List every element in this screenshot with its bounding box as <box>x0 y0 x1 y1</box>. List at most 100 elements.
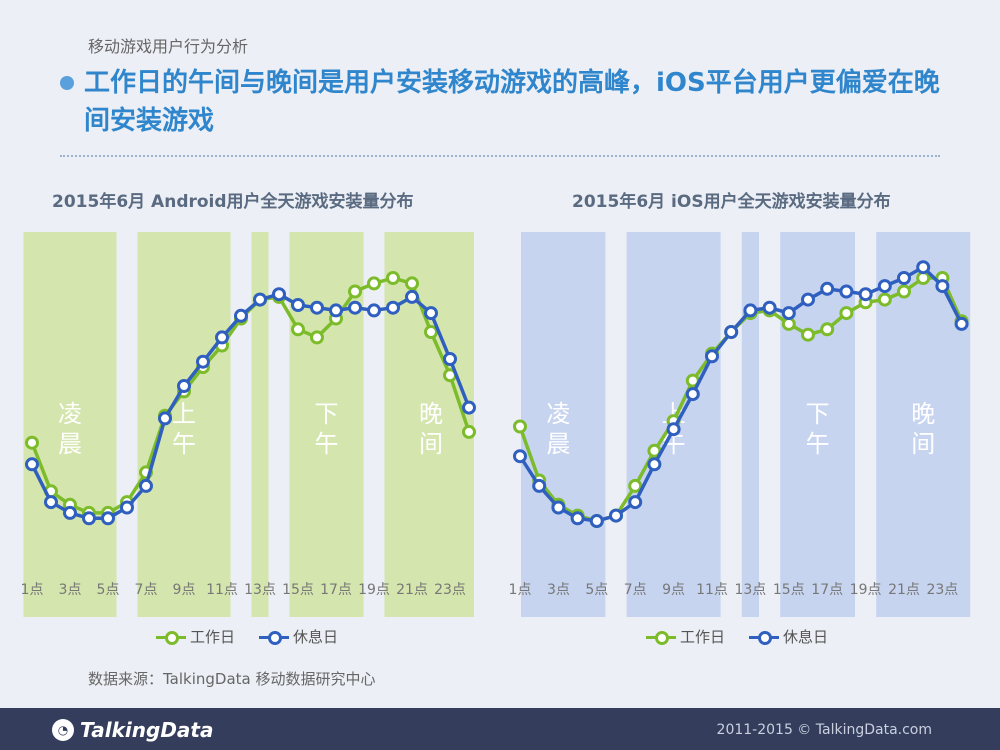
footer-logo-text: TalkingData <box>80 718 214 742</box>
data-point <box>916 260 931 275</box>
legend-rest: 休息日 <box>259 626 338 647</box>
data-point <box>666 422 681 437</box>
x-tick-label: 11点 <box>206 582 238 598</box>
data-point <box>272 287 286 302</box>
data-point <box>820 322 835 337</box>
time-band <box>741 232 759 617</box>
legend-workday-label: 工作日 <box>190 628 236 646</box>
band-label: 间 <box>911 430 935 458</box>
legend-workday-marker <box>156 630 186 645</box>
x-tick-label: 17点 <box>811 582 843 598</box>
data-point <box>839 306 854 321</box>
x-tick-label: 9点 <box>173 582 196 598</box>
data-point <box>685 387 700 402</box>
x-tick-label: 7点 <box>624 582 647 598</box>
x-tick-label: 17点 <box>320 582 352 598</box>
data-point <box>462 400 476 415</box>
data-point <box>858 287 873 302</box>
x-tick-label: 3点 <box>547 582 570 598</box>
data-point <box>348 284 362 299</box>
time-band <box>137 232 231 617</box>
legend-rest: 休息日 <box>749 626 828 647</box>
time-band <box>384 232 474 617</box>
data-point <box>405 289 419 304</box>
band-label: 下 <box>806 400 830 428</box>
data-point <box>386 271 400 285</box>
data-point <box>291 322 305 337</box>
data-point <box>935 279 950 294</box>
data-point <box>82 511 96 526</box>
data-point <box>25 435 39 450</box>
time-band <box>23 232 117 617</box>
data-point <box>462 424 476 439</box>
time-band <box>251 232 269 617</box>
x-tick-label: 19点 <box>850 582 882 598</box>
data-point <box>329 303 343 318</box>
band-label: 午 <box>172 430 196 458</box>
x-tick-label: 5点 <box>97 582 120 598</box>
data-point <box>628 495 643 510</box>
data-point <box>839 284 854 299</box>
data-point <box>897 271 911 285</box>
x-tick-label: 9点 <box>662 582 685 598</box>
data-point <box>762 300 777 315</box>
data-point <box>443 352 457 366</box>
x-tick-label: 13点 <box>734 582 766 598</box>
data-point <box>310 300 324 315</box>
data-point <box>954 316 969 331</box>
data-point <box>291 298 305 312</box>
band-label: 下 <box>315 400 339 428</box>
android-legend: 工作日 休息日 <box>156 626 338 647</box>
footer-copyright: 2011-2015 © TalkingData.com <box>716 722 932 738</box>
data-point <box>551 500 566 515</box>
data-point <box>877 292 892 307</box>
data-point <box>513 419 527 434</box>
data-point <box>44 495 58 510</box>
data-point <box>724 325 739 339</box>
data-point <box>405 276 419 291</box>
legend-rest-marker <box>259 630 290 645</box>
data-point <box>158 411 172 426</box>
data-point <box>63 505 77 520</box>
x-tick-label: 23点 <box>434 582 466 598</box>
header-subtitle: 移动游戏用户行为分析 <box>88 37 249 56</box>
time-band <box>521 232 606 617</box>
data-point <box>310 330 324 345</box>
x-tick-label: 13点 <box>244 582 276 598</box>
data-point <box>820 281 835 296</box>
android-chart-title: 2015年6月 Android用户全天游戏安装量分布 <box>52 192 414 212</box>
legend-workday-label: 工作日 <box>680 628 726 646</box>
legend-workday: 工作日 <box>156 626 235 647</box>
band-label: 晚 <box>911 400 935 428</box>
data-point <box>386 300 400 315</box>
legend-rest-label: 休息日 <box>293 628 339 646</box>
data-point <box>609 508 623 523</box>
footer: ◔ TalkingData 2011-2015 © TalkingData.co… <box>0 708 1000 750</box>
data-point <box>801 327 815 342</box>
data-point <box>705 349 719 364</box>
headline: 工作日的午间与晚间是用户安装移动游戏的高峰，iOS平台用户更偏爱在晚间安装游戏 <box>84 68 940 136</box>
data-point <box>589 514 604 528</box>
x-tick-label: 3点 <box>59 582 82 598</box>
ios-chart-title: 2015年6月 iOS用户全天游戏安装量分布 <box>572 192 891 212</box>
data-point <box>101 511 115 526</box>
x-tick-label: 15点 <box>773 582 805 598</box>
band-label: 晨 <box>546 430 570 458</box>
data-point <box>253 292 267 307</box>
data-point <box>743 303 758 318</box>
data-point <box>348 300 362 315</box>
data-point <box>513 449 527 464</box>
data-point <box>139 478 153 493</box>
x-tick-label: 23点 <box>926 582 958 598</box>
x-tick-label: 1点 <box>21 582 44 598</box>
x-tick-label: 21点 <box>888 582 920 598</box>
band-label: 凌 <box>58 400 82 428</box>
data-point <box>628 478 643 493</box>
band-label: 间 <box>419 430 443 458</box>
x-tick-label: 21点 <box>396 582 428 598</box>
data-point <box>120 500 134 515</box>
legend-workday-marker <box>646 630 676 645</box>
band-label: 午 <box>806 430 830 458</box>
